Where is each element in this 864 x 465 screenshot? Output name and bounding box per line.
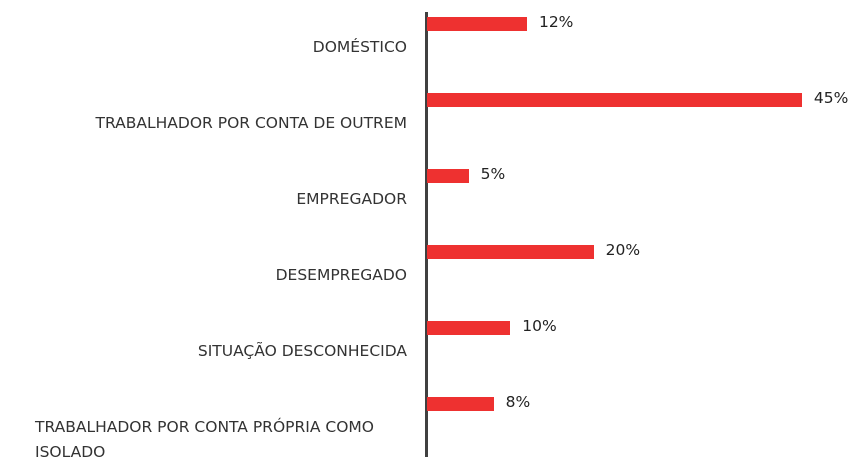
bar [427,245,594,259]
data-label: 20% [605,241,641,259]
bar [427,93,802,107]
y-tick-label: DESEMPREGADO [275,266,407,284]
bar [427,169,469,183]
axis-line [425,12,428,457]
bar [427,321,511,335]
y-tick-label: SITUAÇÃO DESCONHECIDA [197,342,407,360]
y-tick-label: TRABALHADOR POR CONTA PRÓPRIA COMO ISOLA… [35,418,374,461]
y-tick-label: DOMÉSTICO [312,38,407,56]
data-label: 5% [480,165,506,183]
bar [427,17,527,31]
data-label: 12% [538,13,574,31]
y-tick-label: TRABALHADOR POR CONTA DE OUTREM [95,114,407,132]
bar [427,397,494,411]
data-label: 45% [813,89,849,107]
data-label: 8% [505,393,531,411]
data-label: 10% [522,317,557,335]
y-tick-label: EMPREGADOR [296,190,407,208]
